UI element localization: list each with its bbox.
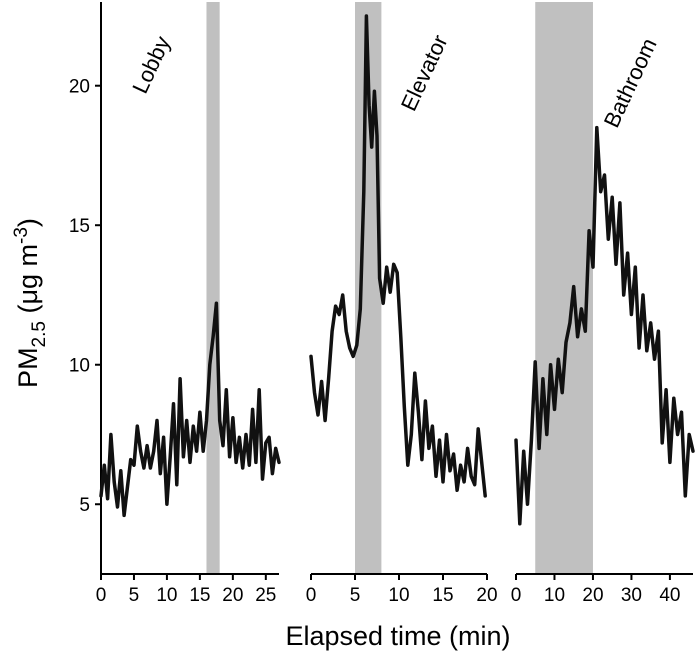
y-axis-title-superscript: -3 xyxy=(11,227,32,244)
x-axis-title: Elapsed time (min) xyxy=(285,621,510,651)
x-tick-label: 10 xyxy=(544,585,565,606)
x-tick-label: 20 xyxy=(582,585,603,606)
x-tick-label: 10 xyxy=(156,585,177,606)
shaded-region xyxy=(206,2,220,574)
panel-label: Elevator xyxy=(396,31,453,115)
y-tick-label: 5 xyxy=(79,495,90,516)
y-axis-title-subscript: 2.5 xyxy=(29,321,50,347)
y-axis-title-unit-close: ) xyxy=(13,218,43,227)
x-tick-label: 10 xyxy=(388,585,409,606)
x-tick-label: 30 xyxy=(621,585,642,606)
series-line xyxy=(514,125,695,526)
x-tick-label: 5 xyxy=(129,585,140,606)
series-line xyxy=(309,14,487,498)
x-tick-label: 0 xyxy=(96,585,107,606)
y-tick-label: 20 xyxy=(69,77,90,98)
y-tick-label: 10 xyxy=(69,356,90,377)
x-tick-label: 5 xyxy=(350,585,361,606)
x-tick-label: 15 xyxy=(189,585,210,606)
shaded-region xyxy=(535,2,593,574)
panel-label: Bathroom xyxy=(599,34,662,131)
panel-lobby: 5 10 15 20 0 5 10 15 20 25 Lobby xyxy=(69,2,281,606)
y-tick-label: 15 xyxy=(69,216,90,237)
x-tick-label: 0 xyxy=(511,585,522,606)
y-axis-title-prefix: PM xyxy=(13,347,43,388)
x-tick-label: 40 xyxy=(659,585,680,606)
x-tick-label: 20 xyxy=(222,585,243,606)
x-tick-label: 0 xyxy=(306,585,317,606)
x-tick-label: 20 xyxy=(476,585,497,606)
panel-label: Lobby xyxy=(127,32,175,97)
y-axis-title-unit-open: (μg m xyxy=(13,244,43,321)
panels-layer: 5 10 15 20 0 5 10 15 20 25 Lobby 0 5 10 15 20 Elevator 0 1… xyxy=(69,2,695,606)
panel-bathroom: 0 10 20 30 40 Bathroom xyxy=(511,2,695,606)
panel-elevator: 0 5 10 15 20 Elevator xyxy=(306,2,498,606)
series-line xyxy=(99,301,281,518)
y-axis-title: PM2.5 (μg m-3) xyxy=(11,218,50,388)
x-tick-label: 15 xyxy=(432,585,453,606)
x-tick-label: 25 xyxy=(255,585,276,606)
